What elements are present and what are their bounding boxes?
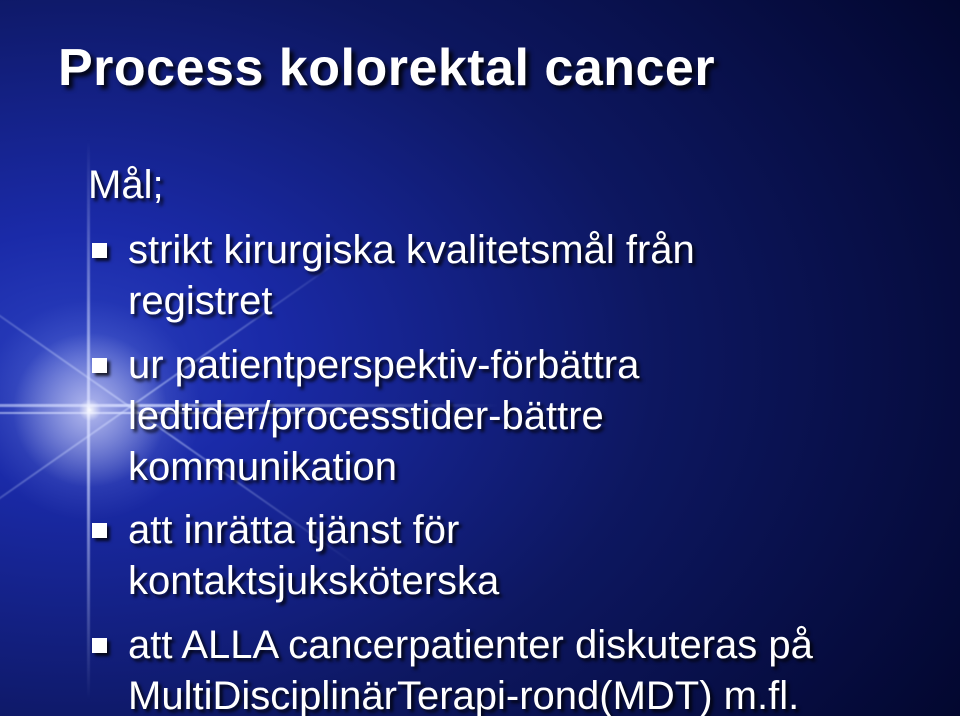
list-item: strikt kirurgiska kvalitetsmål från regi… [88, 225, 910, 327]
bullet-text: ledtider/processtider-bättre [128, 391, 910, 442]
bullet-text: ur patientperspektiv-förbättra [128, 340, 910, 391]
bullet-text: MultiDisciplinärTerapi-rond(MDT) m.fl. [128, 671, 910, 716]
bullet-text: kommunikation [128, 442, 910, 493]
slide-body: Mål; strikt kirurgiska kvalitetsmål från… [88, 160, 910, 716]
list-item: att inrätta tjänst för kontaktsjuksköter… [88, 505, 910, 607]
bullet-text: kontaktsjuksköterska [128, 556, 910, 607]
slide: Process kolorektal cancer Mål; strikt ki… [0, 0, 960, 716]
slide-title: Process kolorektal cancer [58, 38, 715, 98]
list-item: att ALLA cancerpatienter diskuteras på M… [88, 620, 910, 716]
list-item: ur patientperspektiv-förbättra ledtider/… [88, 340, 910, 494]
bullet-text: strikt kirurgiska kvalitetsmål från [128, 225, 910, 276]
lead-text: Mål; [88, 160, 910, 211]
bullet-text: att inrätta tjänst för [128, 505, 910, 556]
bullet-text: registret [128, 276, 910, 327]
bullet-list: strikt kirurgiska kvalitetsmål från regi… [88, 225, 910, 716]
bullet-text: att ALLA cancerpatienter diskuteras på [128, 620, 910, 671]
